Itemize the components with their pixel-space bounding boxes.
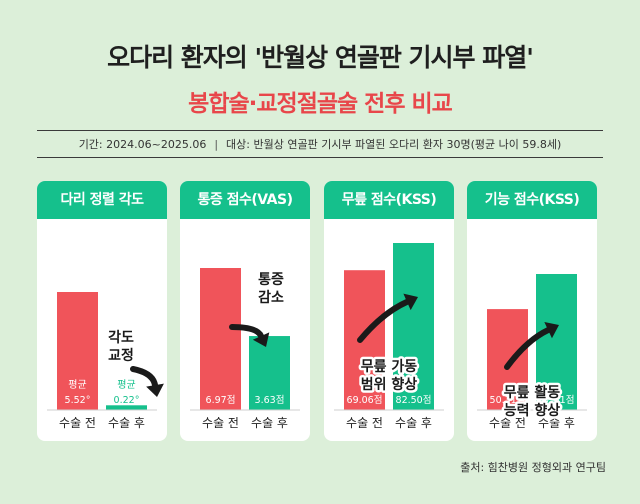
arrow-down-icon [229,324,270,347]
annotation-halo: 각도 [108,329,134,346]
study-info-bar: 기간: 2024.06~2025.06 | 대상: 반월상 연골판 기시부 파열… [37,130,603,158]
annotation-text: 능력 향상 [504,402,561,419]
source-note: 출처: 힘찬병원 정형외과 연구팀 [460,461,606,474]
category-label: 수술 전 [489,416,526,430]
bar-after [106,405,147,410]
panel-title: 기능 점수(KSS) [467,181,597,219]
arrow-shaft [504,327,552,370]
info-separator: | [214,137,219,151]
annotation-text: 교정 [108,347,134,364]
panel-title: 통증 점수(VAS) [180,181,310,219]
arrow-head [252,332,270,347]
category-label: 수술 후 [251,416,288,430]
category-label: 수술 전 [346,416,383,430]
study-subjects: 대상: 반월상 연골판 기시부 파열된 오다리 환자 30명(평균 나이 59.… [226,138,562,151]
study-period: 기간: 2024.06~2025.06 [78,138,207,151]
category-label: 수술 전 [202,416,239,430]
annotation-text: 통증 [258,272,284,288]
value-label: 5.52° [65,395,91,406]
bar-after [536,274,577,410]
value-label: 3.63점 [255,394,285,406]
panel-knee-score: 무릎 점수(KSS) 69.06점 82.50점 수술 전 수술 후 무릎 가동 무릎 가… [324,181,454,441]
arrow-shaft [229,324,265,340]
annotation-halo: 교정 [108,347,134,364]
annotation-halo: 범위 향상 [361,376,418,393]
annotation-halo: 무릎 가동 [361,359,418,375]
annotation-text: 무릎 활동 [504,384,561,401]
panel-title: 다리 정렬 각도 [37,181,167,219]
panel-title: 무릎 점수(KSS) [324,181,454,219]
annotation-text: 무릎 가동 [361,359,418,375]
arrow-up-icon [504,321,559,370]
annotation-text: 범위 향상 [361,376,418,393]
arrow-shaft [130,366,159,389]
arrow-head [146,383,164,397]
panel-pain-score: 통증 점수(VAS) 6.97점 3.63점 수술 전 수술 후 통증 통증 감소 감소 [180,181,310,441]
category-label: 수술 후 [108,416,145,430]
value-label: 6.97점 [206,394,236,406]
value-label: 0.22° [114,395,140,406]
value-label: 67.81점 [539,394,575,406]
bar-before [344,270,385,410]
annotation-halo: 능력 향상 [504,402,561,419]
value-prefix: 평균 [68,379,86,391]
category-label: 수술 후 [538,416,575,430]
bar-before [57,292,98,410]
bar-before [487,309,528,410]
annotation-halo: 감소 [258,289,284,306]
arrow-head [544,321,559,339]
page-subtitle: 봉합술·교정절골술 전후 비교 [188,91,453,117]
annotation-halo: 무릎 활동 [504,384,561,401]
annotation-text: 각도 [108,329,134,346]
page-title: 오다리 환자의 '반월상 연골판 기시부 파열' [107,43,534,72]
annotation-halo: 통증 [258,272,284,288]
category-label: 수술 전 [59,416,96,430]
panel-alignment-angle: 다리 정렬 각도 평균 5.52° 평균 0.22° 수술 전 수술 후 각도 각도 교정 교정 [37,181,167,441]
panel-function-score: 기능 점수(KSS) 50.31점 67.81점 수술 전 수술 후 무릎 활동 무릎 활… [467,181,597,441]
bar-after [393,243,434,410]
value-label: 82.50점 [396,394,432,406]
arrow-shaft [357,298,411,343]
value-prefix: 평균 [117,379,135,391]
bar-before [200,268,241,410]
bar-after [249,336,290,410]
arrow-up-icon [357,293,418,343]
arrow-head [403,293,418,311]
category-label: 수술 후 [395,416,432,430]
arrow-down-icon [130,366,164,397]
value-label: 69.06점 [347,394,383,406]
value-label: 50.31점 [490,394,526,406]
annotation-text: 감소 [258,289,284,306]
